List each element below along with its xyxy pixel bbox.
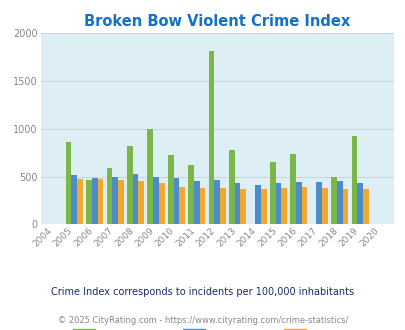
Bar bbox=[351, 136, 356, 224]
Bar bbox=[240, 189, 245, 224]
Bar bbox=[255, 185, 260, 224]
Bar bbox=[336, 182, 342, 224]
Bar bbox=[330, 177, 336, 224]
Bar bbox=[275, 183, 281, 224]
Bar bbox=[194, 181, 199, 224]
Bar bbox=[118, 180, 124, 224]
Bar bbox=[269, 162, 275, 224]
Bar bbox=[188, 165, 194, 224]
Bar bbox=[97, 180, 103, 224]
Bar bbox=[86, 181, 92, 224]
Bar bbox=[77, 180, 83, 224]
Bar bbox=[214, 181, 220, 224]
Bar bbox=[153, 177, 158, 224]
Bar bbox=[173, 178, 179, 224]
Bar bbox=[356, 183, 362, 224]
Text: © 2025 CityRating.com - https://www.cityrating.com/crime-statistics/: © 2025 CityRating.com - https://www.city… bbox=[58, 315, 347, 325]
Bar bbox=[295, 182, 301, 224]
Bar bbox=[71, 175, 77, 224]
Bar bbox=[106, 168, 112, 224]
Bar bbox=[158, 183, 164, 224]
Bar bbox=[281, 187, 286, 224]
Bar bbox=[167, 154, 173, 224]
Bar bbox=[66, 142, 71, 224]
Bar bbox=[132, 174, 138, 224]
Bar bbox=[315, 182, 321, 224]
Bar bbox=[220, 188, 225, 224]
Bar bbox=[362, 189, 368, 224]
Bar bbox=[92, 178, 97, 224]
Bar bbox=[342, 188, 347, 224]
Bar bbox=[290, 153, 295, 224]
Bar bbox=[138, 181, 144, 224]
Bar bbox=[208, 51, 214, 224]
Bar bbox=[179, 187, 185, 224]
Bar bbox=[228, 150, 234, 224]
Legend: Broken Bow, Oklahoma, National: Broken Bow, Oklahoma, National bbox=[72, 329, 361, 330]
Bar bbox=[321, 187, 327, 224]
Bar bbox=[147, 129, 153, 224]
Bar bbox=[112, 177, 118, 224]
Text: Crime Index corresponds to incidents per 100,000 inhabitants: Crime Index corresponds to incidents per… bbox=[51, 287, 354, 297]
Bar bbox=[260, 189, 266, 224]
Bar bbox=[127, 146, 132, 224]
Bar bbox=[199, 187, 205, 224]
Title: Broken Bow Violent Crime Index: Broken Bow Violent Crime Index bbox=[84, 14, 350, 29]
Bar bbox=[301, 186, 307, 224]
Bar bbox=[234, 183, 240, 224]
